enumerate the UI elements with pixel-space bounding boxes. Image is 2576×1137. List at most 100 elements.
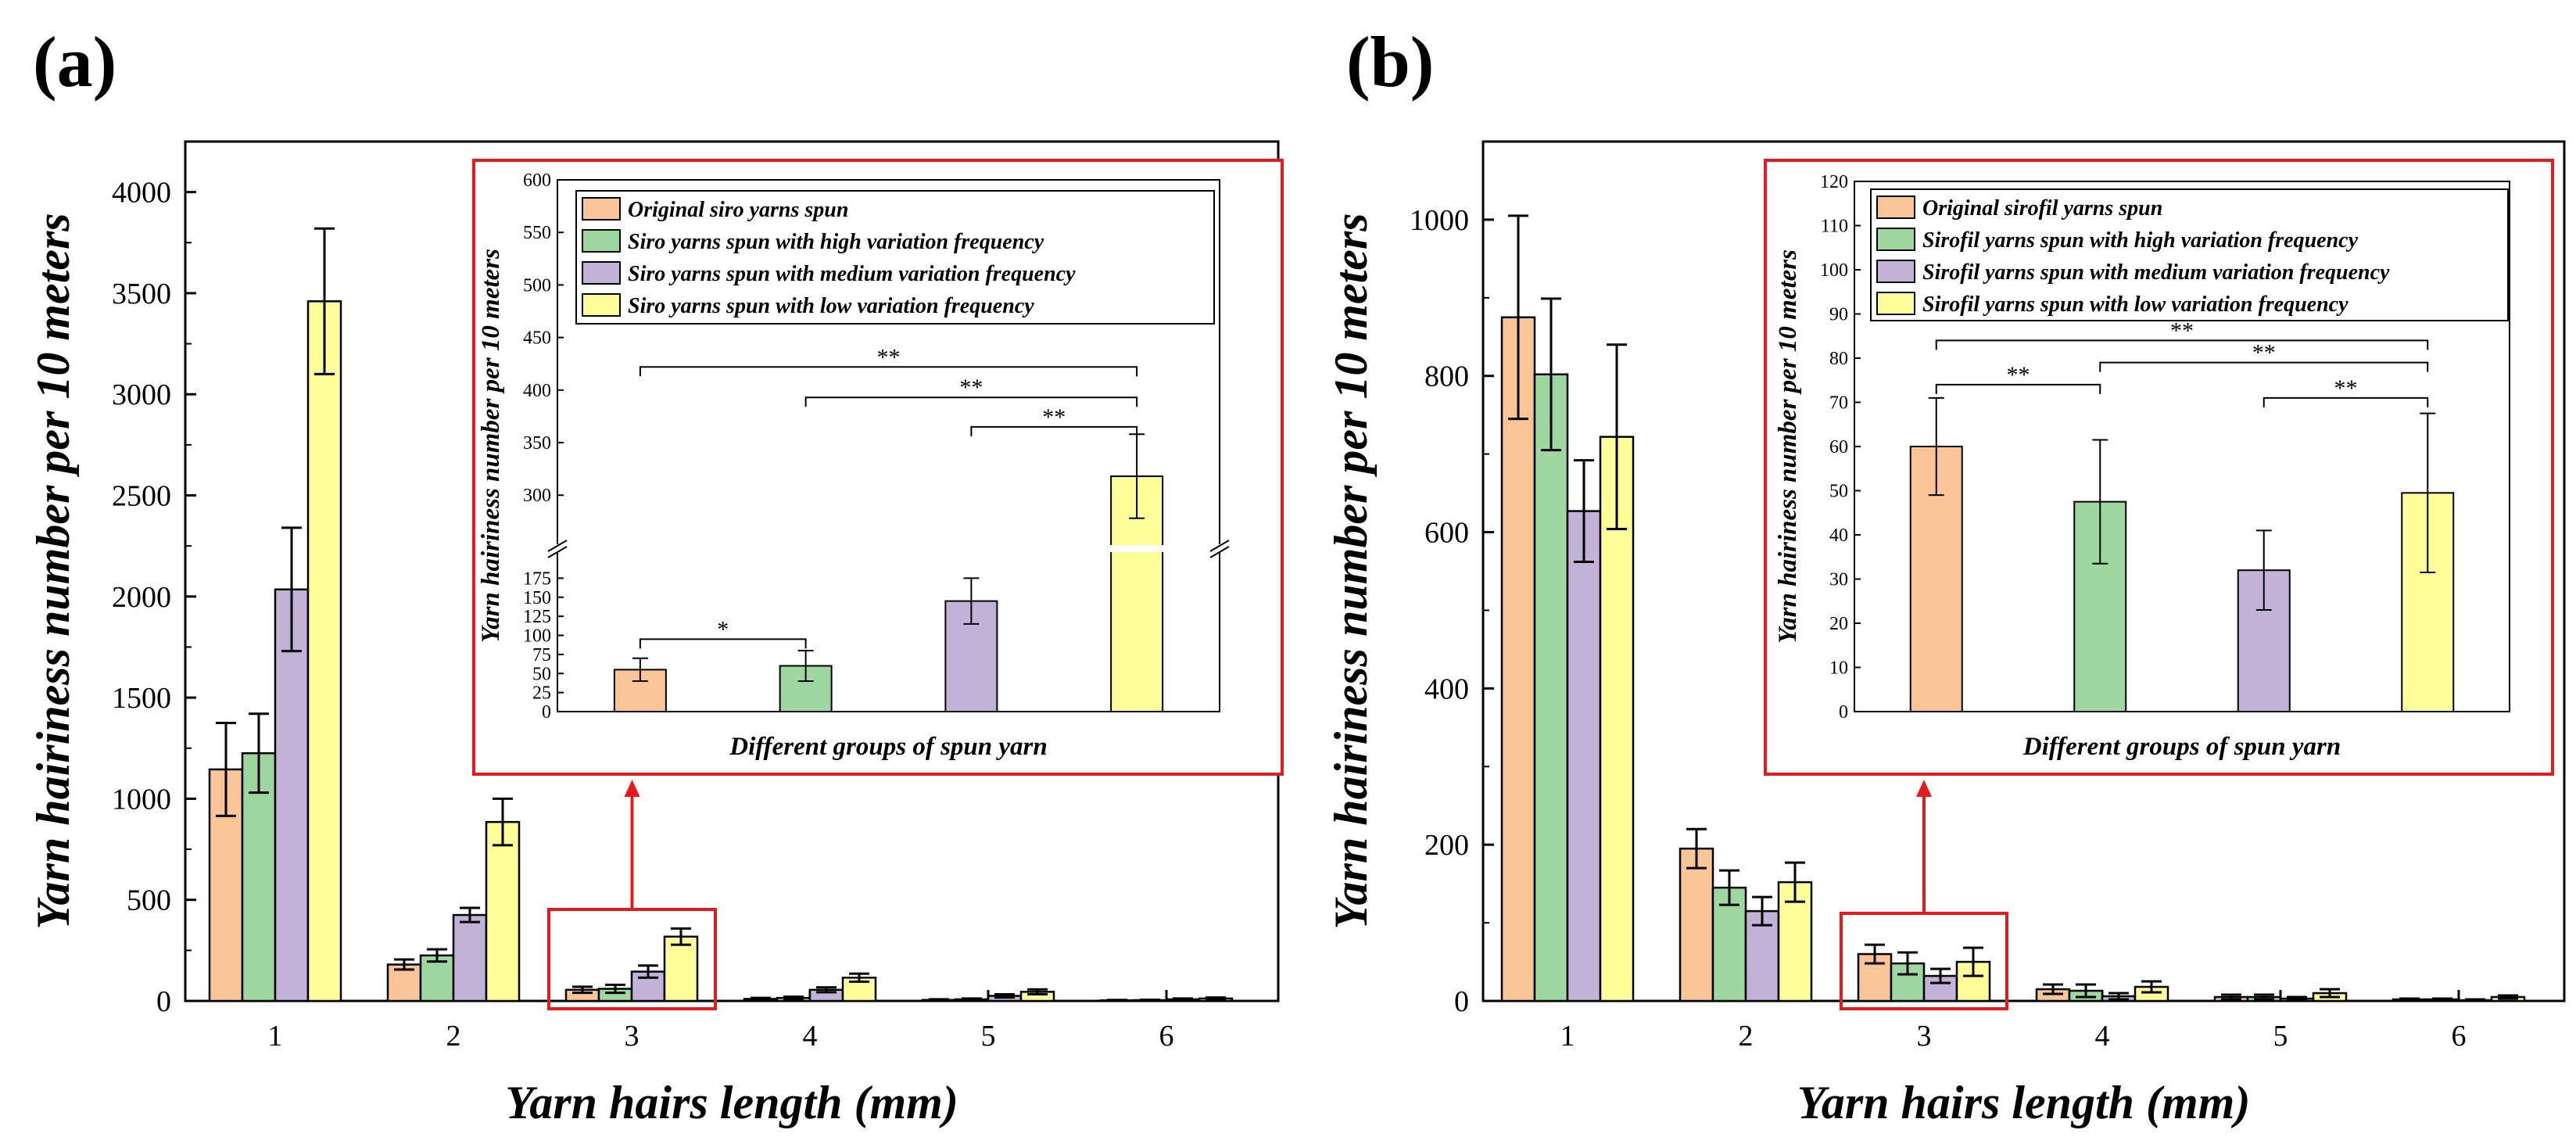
inset-y-tick-label: 450 [523, 328, 551, 349]
inset-y-tick-label: 50 [532, 664, 551, 684]
bar-low [485, 820, 521, 1002]
y-tick-label: 1500 [112, 682, 171, 715]
axis-break-mark [547, 546, 568, 558]
zoom-arrow-head [624, 780, 640, 797]
x-tick-label: 3 [625, 1020, 640, 1053]
inset-chart: 0 10 20 30 40 50 60 70 80 90 100 110 120 Yarn hairine… [1764, 159, 2554, 776]
inset-y-tick-label: 70 [1829, 393, 1848, 414]
legend-swatch-original [1876, 195, 1915, 219]
significance-bracket [1935, 383, 2101, 394]
legend-entry: Siro yarns spun with high variation freq… [628, 230, 1044, 254]
inset-y-tick-label: 75 [532, 645, 551, 665]
bar-original [1500, 316, 1536, 1002]
panel-label: (b) [1346, 22, 1434, 102]
inset-y-tick-label: 30 [1829, 570, 1848, 590]
significance-label: ** [1042, 404, 1066, 430]
legend-entry: Sirofil yarns spun with medium variation… [1922, 260, 2390, 285]
inset-y-tick-label: 0 [1839, 702, 1848, 723]
inset-y-tick-label: 100 [523, 626, 551, 647]
x-axis-title: Yarn hairs length (mm) [505, 1077, 958, 1128]
significance-bracket [970, 425, 1138, 436]
inset-y-tick-label: 110 [1821, 217, 1848, 237]
x-tick-label: 2 [446, 1020, 461, 1053]
legend-swatch-low [582, 293, 621, 317]
legend-swatch-medium [582, 261, 621, 285]
inset-y-tick-label: 0 [542, 702, 551, 723]
axis-break-gap [1215, 544, 1224, 552]
inset-y-tick-label: 125 [523, 607, 551, 627]
x-tick-label: 6 [2452, 1020, 2467, 1053]
chart-panel-a: (a)05001000150020002500300035004000Yarn … [27, 22, 1284, 1128]
significance-label: ** [2334, 375, 2358, 401]
inset-y-tick-label: 500 [523, 275, 551, 296]
x-tick-label: 4 [2095, 1020, 2110, 1053]
significance-label: ** [2170, 317, 2194, 343]
legend-swatch-original [582, 197, 621, 221]
inset-y-tick-label: 600 [523, 170, 551, 191]
inset-y-tick-label: 300 [523, 486, 551, 506]
significance-label: ** [2007, 362, 2030, 388]
x-tick-label: 5 [981, 1020, 996, 1053]
legend-swatch-high [1876, 228, 1915, 251]
legend-box [1870, 188, 2509, 321]
bar-medium [1566, 510, 1602, 1002]
bar-original [1679, 847, 1714, 1002]
x-tick-label: 1 [268, 1020, 283, 1053]
bar-low [1599, 436, 1635, 1002]
y-tick-label: 0 [156, 985, 171, 1018]
bar-break-gap [1109, 545, 1165, 552]
inset-y-tick-label: 100 [1820, 260, 1848, 281]
significance-bracket [1935, 339, 2429, 350]
y-tick-label: 400 [1424, 673, 1469, 705]
inset-y-tick-label: 550 [523, 223, 551, 243]
y-tick-label: 1000 [112, 783, 171, 816]
y-tick-label: 0 [1454, 985, 1469, 1018]
significance-bracket [804, 396, 1138, 407]
y-axis-title: Yarn hairiness number per 10 meters [1325, 213, 1377, 929]
y-tick-label: 200 [1424, 829, 1469, 862]
inset-plot-frame [557, 179, 1220, 712]
y-tick-label: 4000 [112, 177, 171, 210]
inset-x-axis-title: Different groups of spun yarn [2022, 733, 2341, 761]
inset-y-axis-title: Yarn hairiness number per 10 meters [1774, 249, 1802, 644]
inset-y-tick-label: 50 [1829, 482, 1848, 502]
inset-y-tick-label: 400 [523, 381, 551, 401]
bar-low [306, 300, 342, 1002]
inset-y-tick-label: 175 [523, 568, 551, 589]
inset-bar-high [779, 665, 833, 712]
bar-low [663, 935, 699, 1002]
inset-y-tick-label: 80 [1829, 349, 1848, 369]
significance-bracket [639, 366, 1138, 377]
inset-y-axis-title: Yarn hairiness number per 10 meters [477, 249, 505, 643]
x-tick-label: 3 [1917, 1020, 1932, 1053]
legend-entry: Original sirofil yarns spun [1922, 196, 2162, 221]
y-tick-label: 3500 [112, 278, 171, 310]
x-tick-label: 6 [1159, 1020, 1174, 1053]
bar-low [1777, 881, 1813, 1002]
significance-bracket [2099, 361, 2429, 372]
significance-label: * [717, 616, 729, 642]
legend-entry: Siro yarns spun with low variation frequ… [628, 294, 1034, 318]
inset-y-tick-label: 350 [523, 433, 551, 454]
inset-y-tick-label: 10 [1829, 658, 1848, 679]
y-tick-label: 800 [1424, 360, 1469, 393]
legend-swatch-low [1876, 292, 1915, 315]
axis-break-mark [547, 540, 568, 552]
bar-high [1533, 373, 1569, 1002]
legend-entry: Original siro yarns spun [628, 198, 848, 222]
x-axis-title: Yarn hairs length (mm) [1797, 1077, 2251, 1128]
inset-y-tick-label: 90 [1829, 305, 1848, 325]
significance-bracket [2263, 396, 2429, 407]
bar-high [1711, 886, 1747, 1002]
panel-label: (a) [33, 22, 116, 102]
inset-bar-original [613, 669, 667, 712]
significance-label: ** [959, 375, 983, 400]
legend-swatch-high [582, 229, 621, 253]
plot-frame [1481, 140, 2566, 1002]
significance-bracket [639, 638, 807, 649]
bar-medium [452, 913, 488, 1002]
axis-break-mark [1209, 546, 1230, 558]
y-tick-label: 2500 [112, 480, 171, 513]
